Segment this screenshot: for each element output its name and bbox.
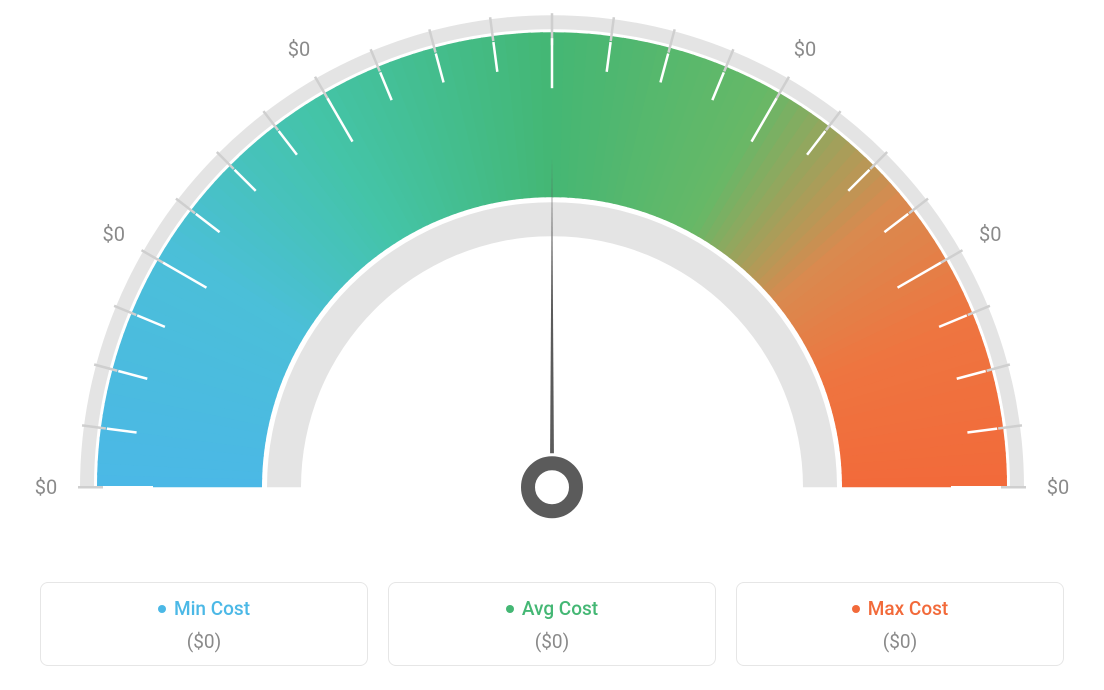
gauge-tick-label: $0 [979,222,1001,246]
cost-gauge-chart: { "gauge": { "type": "gauge", "width": 1… [0,0,1104,690]
gauge-tick-label: $0 [103,222,125,246]
legend-dot-min [158,605,166,613]
legend-value-max: ($0) [747,630,1053,653]
legend-title-min: Min Cost [158,597,250,620]
legend-row: Min Cost ($0) Avg Cost ($0) Max Cost ($0… [0,566,1104,690]
legend-card-max: Max Cost ($0) [736,582,1064,666]
legend-value-min: ($0) [51,630,357,653]
gauge-tick-label: $0 [35,475,57,499]
legend-card-min: Min Cost ($0) [40,582,368,666]
legend-dot-max [852,605,860,613]
legend-label-avg: Avg Cost [522,597,598,620]
gauge-tick-label: $0 [288,37,310,61]
legend-title-max: Max Cost [852,597,948,620]
legend-label-max: Max Cost [868,597,948,620]
legend-card-avg: Avg Cost ($0) [388,582,716,666]
legend-value-avg: ($0) [399,630,705,653]
legend-title-avg: Avg Cost [506,597,598,620]
legend-label-min: Min Cost [174,597,250,620]
legend-dot-avg [506,605,514,613]
gauge-area: $0$0$0$0$0$0$0 [0,0,1104,560]
gauge-tick-label: $0 [794,37,816,61]
gauge-svg [0,0,1104,560]
gauge-tick-label: $0 [1047,475,1069,499]
